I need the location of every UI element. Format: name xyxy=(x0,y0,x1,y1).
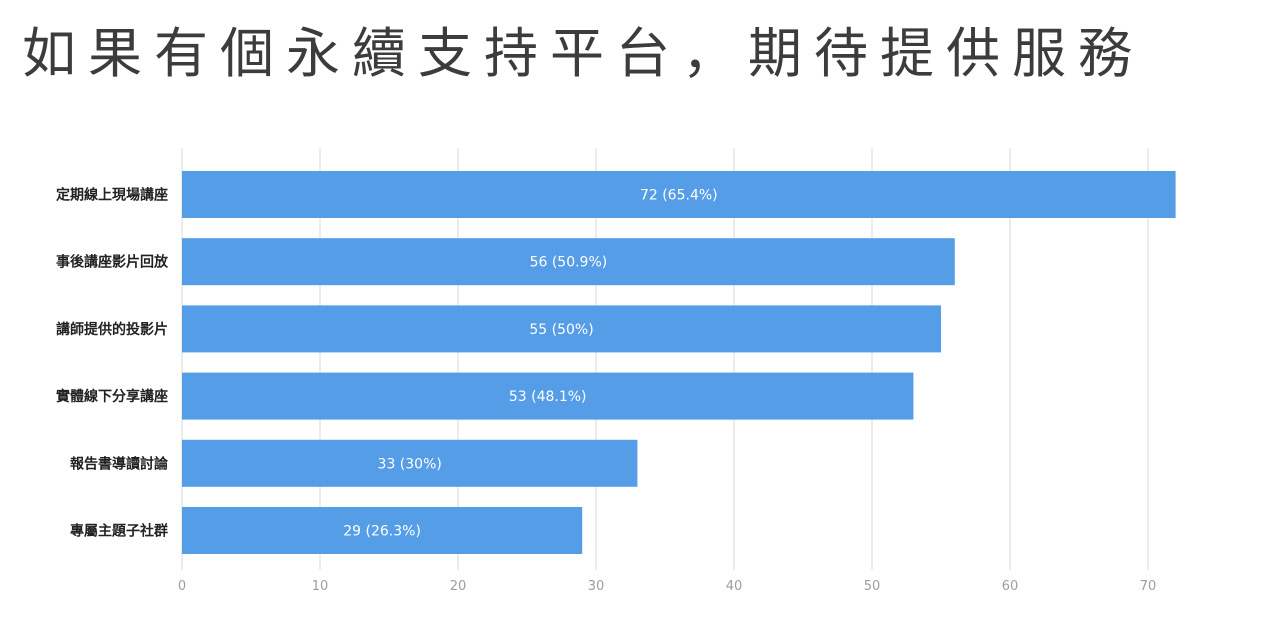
bar-value-label: 53 (48.1%) xyxy=(509,389,587,405)
x-tick-label: 70 xyxy=(1140,579,1157,594)
category-label: 定期線上現場講座 xyxy=(56,187,168,204)
bar-value-label: 55 (50%) xyxy=(529,322,593,338)
x-tick-label: 60 xyxy=(1002,579,1019,594)
bar xyxy=(182,372,914,420)
bar-value-label: 56 (50.9%) xyxy=(530,255,608,271)
x-tick-label: 50 xyxy=(864,579,881,594)
bar xyxy=(182,171,1176,218)
bar xyxy=(182,238,955,286)
category-label: 報告書導讀討論 xyxy=(70,455,169,472)
bar xyxy=(182,305,941,353)
data-labels: 72 (65.4%) 56 (50.9%) 55 (50%) 53 (48.1%) 33… xyxy=(343,188,717,540)
x-axis-ticks: 0 10 20 30 40 50 60 70 xyxy=(178,579,1156,594)
category-label: 專屬主題子社群 xyxy=(70,523,168,540)
x-tick-label: 30 xyxy=(588,579,605,594)
category-labels: 定期線上現場講座事後講座影片回放講師提供的投影片實體線下分享講座報告書導讀討論專… xyxy=(56,187,169,540)
bar xyxy=(182,439,638,487)
category-label: 實體線下分享講座 xyxy=(56,388,168,405)
x-tick-label: 20 xyxy=(450,579,467,594)
x-tick-label: 10 xyxy=(312,579,329,594)
x-tick-label: 40 xyxy=(726,579,743,594)
bar-value-label: 29 (26.3%) xyxy=(343,524,421,540)
bar xyxy=(182,507,583,554)
bar-value-label: 72 (65.4%) xyxy=(640,188,718,204)
bars xyxy=(182,171,1176,554)
bar-value-label: 33 (30%) xyxy=(378,456,442,472)
category-label: 講師提供的投影片 xyxy=(56,321,168,338)
category-label: 事後講座影片回放 xyxy=(56,254,169,271)
page-title: 如果有個永續支持平台，期待提供服務 xyxy=(22,22,1144,85)
grid-lines xyxy=(181,148,1149,570)
x-tick-label: 0 xyxy=(178,579,186,594)
